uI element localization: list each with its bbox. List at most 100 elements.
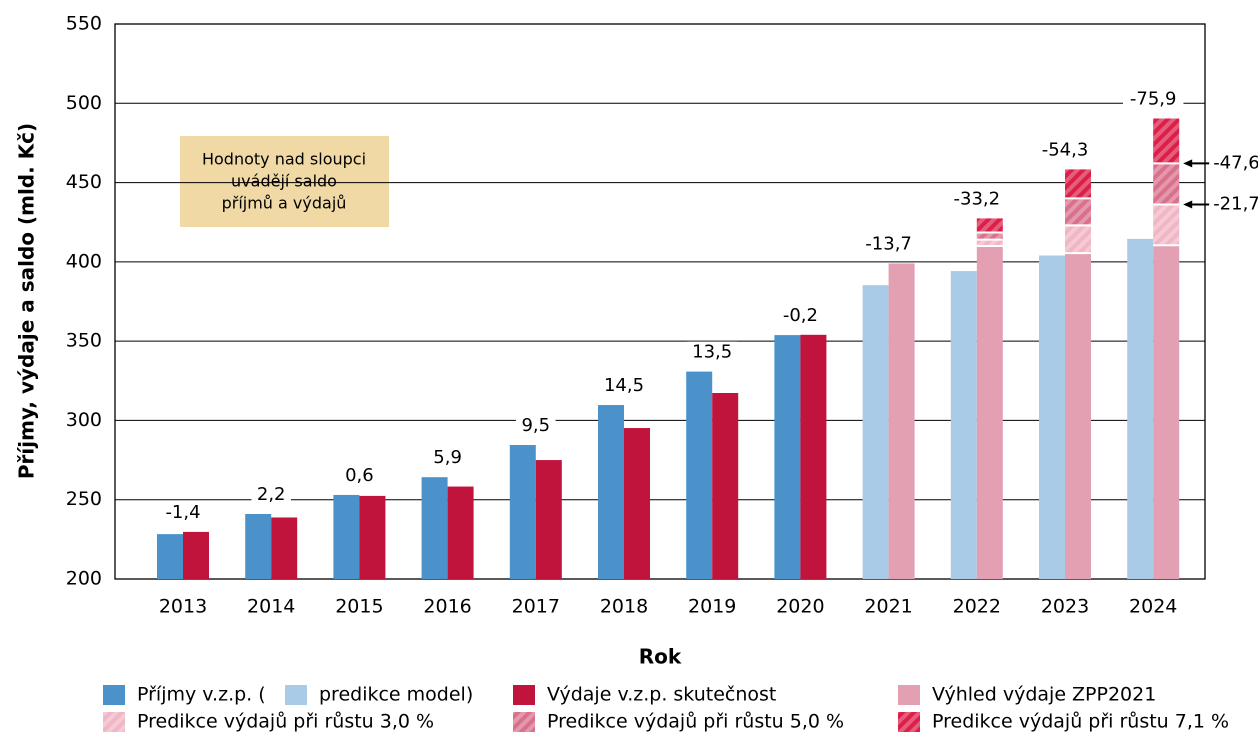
bar-group: [447, 486, 474, 579]
bar-hatch: [976, 218, 1003, 233]
bar-hatch: [976, 239, 1003, 246]
balance-label-bg: [858, 233, 919, 256]
bar-hatch: [1153, 118, 1180, 164]
bar-group: [1153, 118, 1180, 165]
bar-group: [183, 531, 209, 579]
bar-group: [712, 392, 739, 579]
arrow-head: [1183, 159, 1193, 168]
y-tick-label: 250: [66, 488, 102, 510]
x-tick-label: 2023: [1041, 596, 1089, 618]
bar-hatch: [1153, 204, 1180, 246]
y-tick-label: 300: [66, 409, 102, 431]
x-tick-label: 2018: [600, 596, 648, 618]
x-tick-label: 2016: [423, 596, 471, 618]
bar-hatch: [1065, 169, 1091, 199]
y-tick-label: 350: [66, 330, 102, 352]
balance-label-bg: [599, 375, 649, 398]
balance-label-bg: [251, 483, 291, 506]
bar-hatch: [1153, 163, 1180, 205]
legend-label: Predikce výdajů při růstu 3,0 %: [137, 711, 434, 733]
bar-group: [1065, 198, 1091, 227]
y-tick-label: 500: [66, 92, 102, 114]
bar-group: [686, 371, 713, 579]
balance-label-bg: [687, 341, 738, 364]
bar: [1127, 238, 1154, 579]
y-tick-label: 550: [66, 13, 102, 35]
bar-hatch: [976, 232, 1003, 240]
bar-hatch: [1065, 198, 1091, 226]
legend-label: Predikce výdajů při růstu 7,1 %: [932, 711, 1229, 733]
y-tick-label: 400: [66, 250, 102, 272]
bar: [1039, 255, 1065, 579]
bar-group: [421, 477, 448, 579]
balance-label: -54,3: [1042, 139, 1089, 160]
note-line: uvádějí saldo: [231, 172, 337, 191]
legend-item: Predikce výdajů při růstu 3,0 %: [103, 711, 434, 733]
legend-item: Predikce výdajů při růstu 7,1 %: [898, 711, 1229, 733]
balance-label-bg: [1034, 139, 1096, 162]
legend-item: Výdaje v.z.p. skutečnost: [513, 684, 776, 706]
legend-label: Predikce výdajů při růstu 5,0 %: [547, 711, 844, 733]
bar: [245, 513, 272, 579]
bar-group: [976, 232, 1003, 241]
bar-group: [359, 495, 386, 579]
note-box: Hodnoty nad sloupci uvádějí saldo příjmů…: [180, 136, 389, 227]
x-tick-label: 2022: [953, 596, 1001, 618]
legend-item: Příjmy v.z.p. (: [103, 684, 266, 706]
balance-label: 13,5: [692, 342, 732, 363]
balance-label-bg: [946, 188, 1008, 211]
bar: [333, 494, 360, 579]
bar-group: [535, 460, 562, 579]
x-tick-label: 2021: [864, 596, 912, 618]
bar: [271, 517, 298, 579]
bar: [712, 392, 739, 579]
legend-swatch: [898, 685, 920, 705]
bar: [686, 371, 713, 579]
bar: [447, 486, 474, 579]
x-tick-label: 2024: [1129, 596, 1177, 618]
bar: [535, 460, 562, 579]
balance-label: -0,2: [783, 305, 818, 326]
x-tick-label: 2019: [688, 596, 736, 618]
side-label: -47,6: [1213, 152, 1258, 173]
balance-label: -33,2: [954, 188, 1001, 209]
legend-hatch: [103, 712, 125, 732]
bar-group: [1153, 245, 1180, 579]
bar-group: [271, 517, 298, 579]
note-line: Hodnoty nad sloupci: [202, 150, 366, 169]
bar-hatch: [1065, 225, 1091, 254]
bar-group: [774, 335, 801, 579]
bar: [774, 335, 801, 579]
bar-group: [950, 271, 977, 579]
x-tick-label: 2020: [776, 596, 824, 618]
legend-hatch: [513, 712, 535, 732]
balance-label: 9,5: [521, 415, 550, 436]
bar-group: [1039, 255, 1065, 579]
x-tick-label: 2014: [247, 596, 295, 618]
bar-group: [624, 428, 650, 579]
bar: [950, 271, 977, 579]
legend-swatch: [103, 685, 125, 705]
bar-group: [888, 263, 915, 579]
balance-label: -1,4: [165, 502, 200, 523]
side-label: -21,7: [1213, 193, 1258, 214]
bar-group: [333, 494, 360, 579]
balance-label-bg: [1122, 88, 1184, 111]
balance-label: 14,5: [604, 375, 644, 396]
x-axis-title: Rok: [639, 645, 682, 669]
legend-hatch: [898, 712, 920, 732]
legend-swatch: [513, 685, 535, 705]
bar: [862, 285, 889, 579]
bar: [157, 534, 183, 579]
note-background: [180, 136, 389, 227]
bar-group: [862, 285, 889, 579]
y-tick-label: 200: [66, 568, 102, 590]
bar-group: [1065, 253, 1091, 579]
bar: [888, 263, 915, 579]
bar: [976, 246, 1003, 579]
balance-label: 5,9: [433, 447, 462, 468]
bar-group: [1153, 204, 1180, 247]
balance-label-bg: [775, 304, 826, 327]
legend-label: Výdaje v.z.p. skutečnost: [547, 684, 776, 706]
